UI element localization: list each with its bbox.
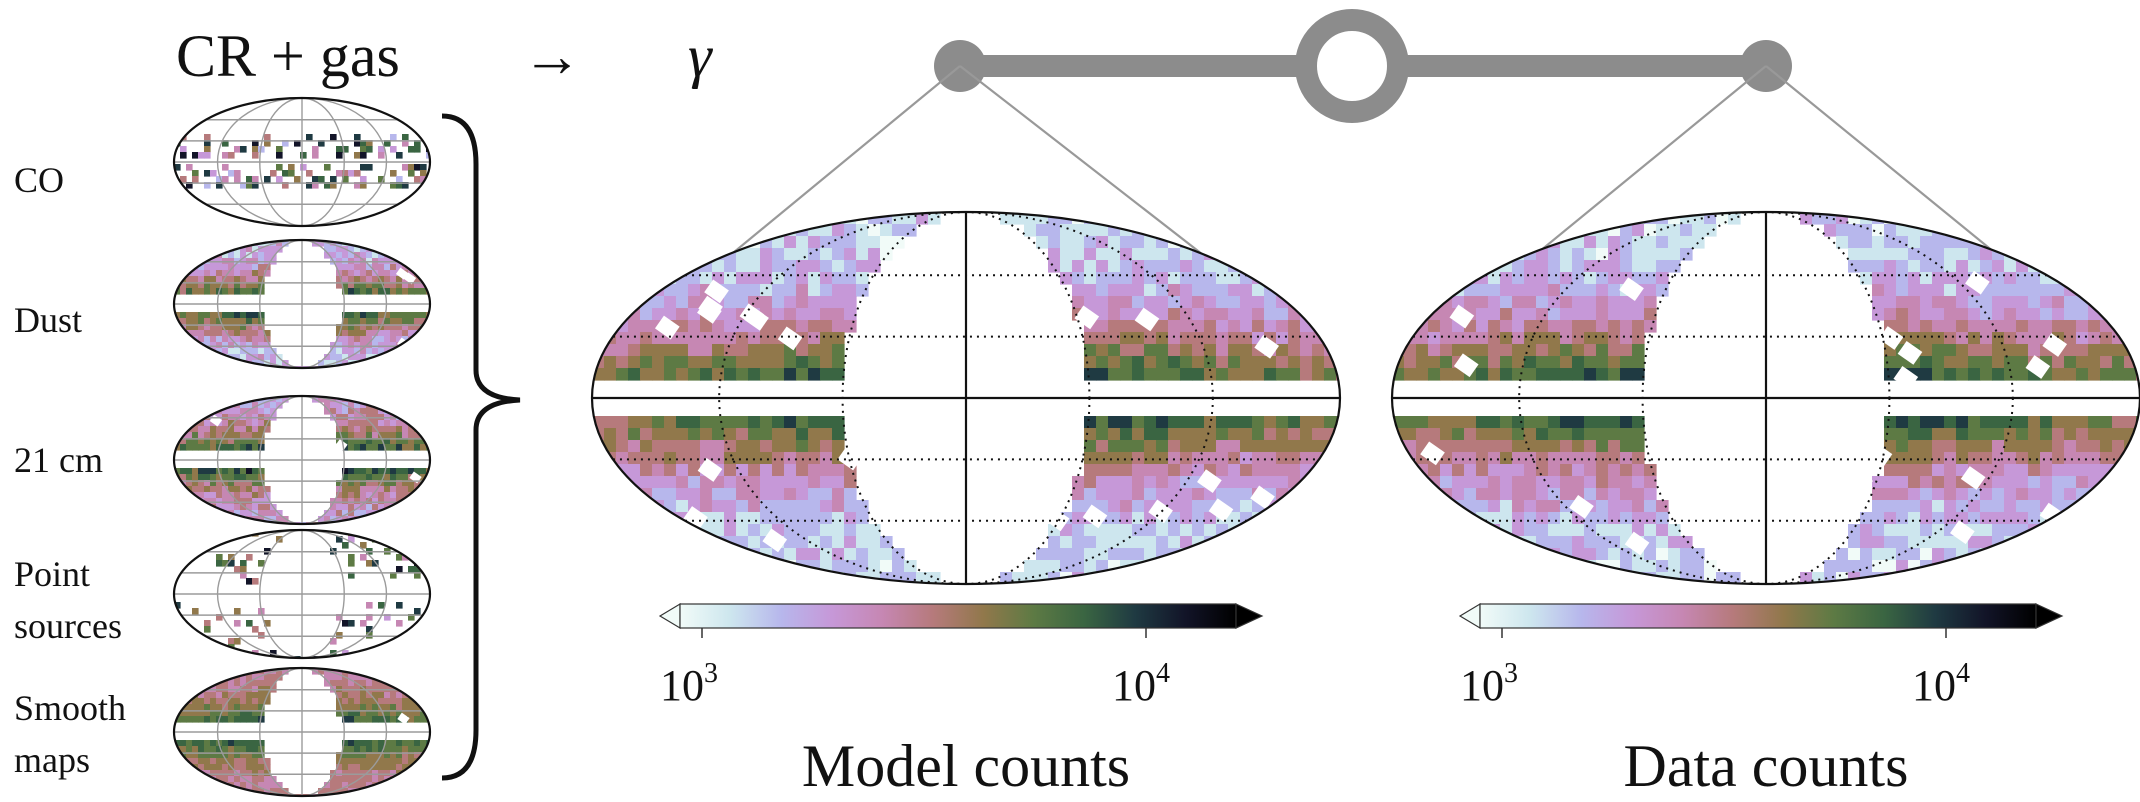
colorbar-min-label: 103 [1460,658,1518,710]
map-outline [590,210,1342,586]
colorbar-max-label: 104 [1912,658,1970,710]
template-label-dust: Dust [14,300,82,340]
template-label-hi: 21 cm [14,440,103,480]
colorbar-max-arrow [1235,603,1264,629]
arrow-icon: → [522,23,582,89]
map-outline [172,96,432,228]
template-map-co [172,96,432,228]
template-label-co: CO [14,160,64,200]
template-map-ps [172,528,432,660]
template-map-dust [172,238,432,370]
template-map-hi [172,394,432,526]
model-counts-map [590,210,1342,586]
template-map-smooth [172,666,432,798]
colorbar-min-arrow [658,602,681,630]
model-colorbar: 103 104 [658,602,1264,710]
equation-text: CR + gas [176,23,400,89]
map-outline [172,394,432,526]
model-counts-title: Model counts [802,733,1130,799]
data-counts-map [1391,210,2140,586]
map-outline [172,528,432,660]
colorbar-max-arrow [2035,603,2064,629]
grouping-brace [441,113,521,781]
template-maps [172,96,432,798]
data-colorbar: 103 104 [1458,602,2064,710]
colorbar-min-arrow [1458,602,1481,630]
colorbar-gradient [1479,603,2037,629]
colorbar-gradient [679,603,1237,629]
balance-pivot [1295,9,1409,123]
data-counts-title: Data counts [1624,733,1909,799]
template-label-ps: Point sources [14,554,122,646]
map-outline [172,238,432,370]
map-outline [1391,210,2140,586]
map-outline [172,666,432,798]
colorbar-max-label: 104 [1112,658,1170,710]
colorbar-min-label: 103 [660,658,718,710]
gamma-symbol: γ [688,23,713,89]
template-labels: CO Dust 21 cm Point sources Smooth maps [14,160,126,780]
template-label-smooth: Smooth maps [14,688,126,780]
